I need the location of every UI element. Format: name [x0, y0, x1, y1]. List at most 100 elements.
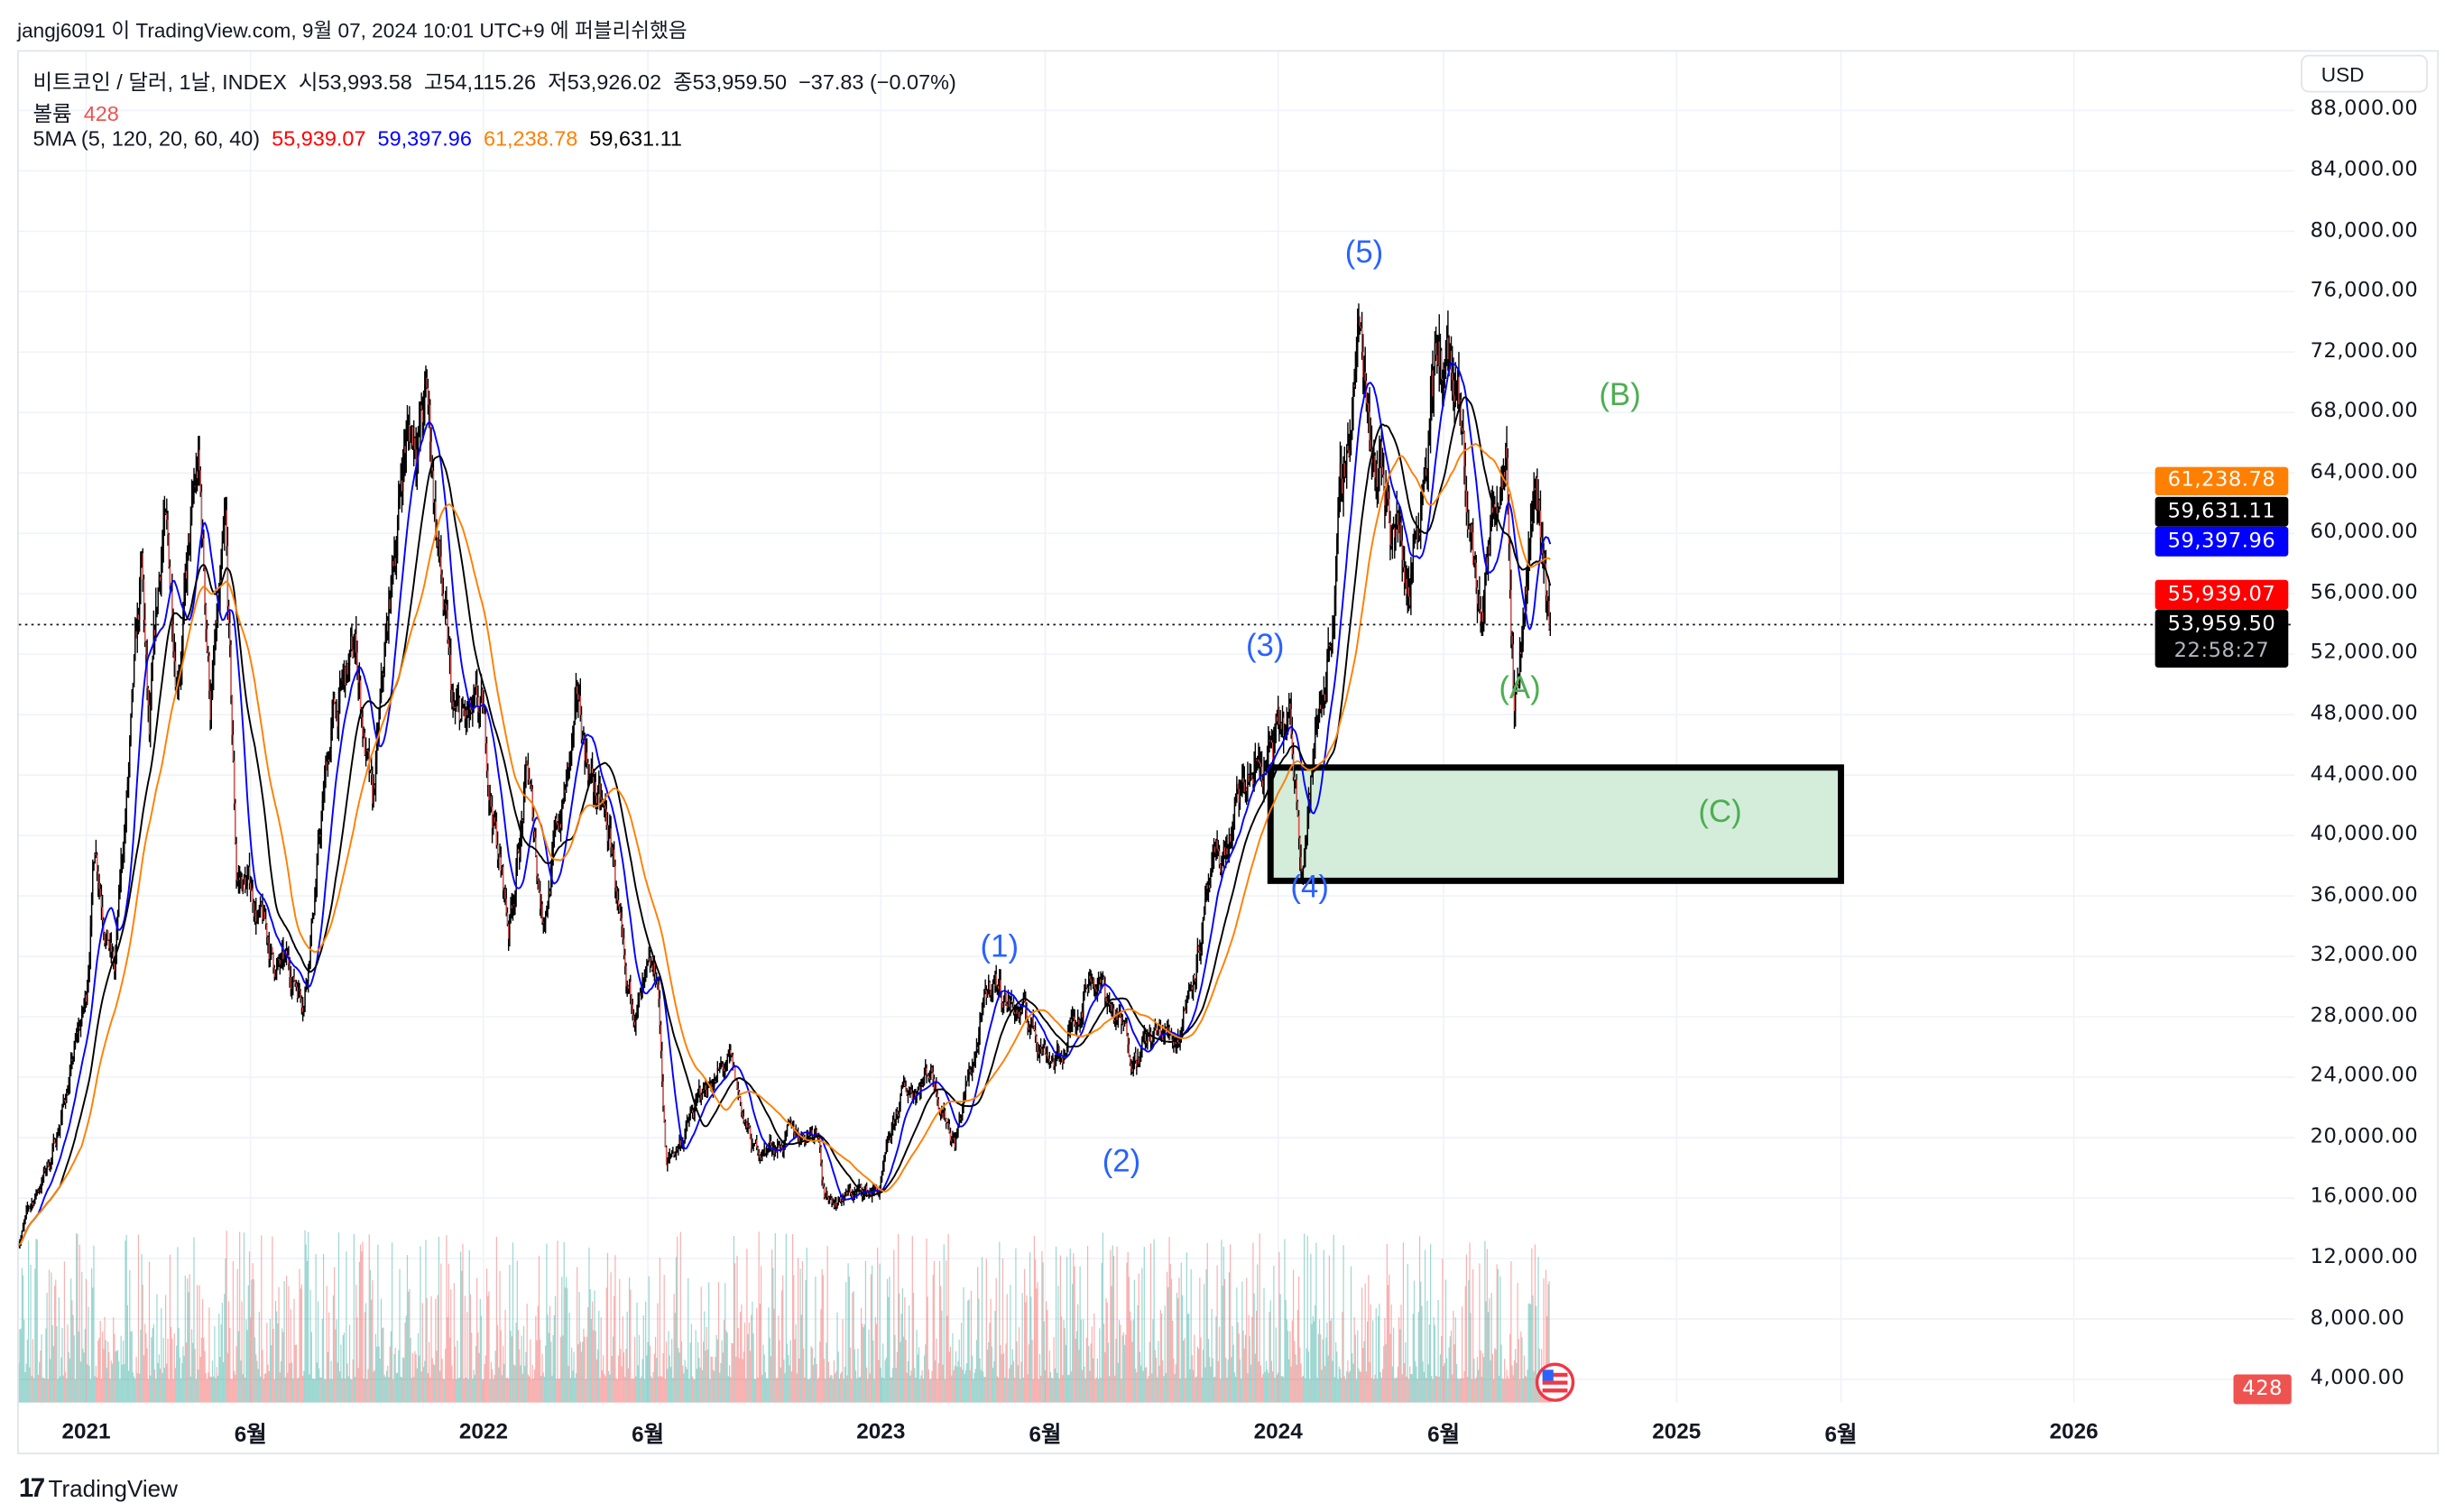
candle-body — [1545, 563, 1547, 595]
volume-bar — [1136, 1372, 1138, 1403]
volume-bar — [1014, 1378, 1016, 1403]
price-tick-label: 12,000.00 — [2310, 1246, 2419, 1270]
volume-bar — [743, 1351, 744, 1403]
volume-bar — [1276, 1374, 1278, 1403]
candle-body — [1255, 759, 1258, 761]
volume-bar — [980, 1369, 982, 1403]
candle-body — [1483, 603, 1485, 622]
tradingview-logo[interactable]: 17 TradingView — [19, 1473, 178, 1505]
candle-body — [1318, 705, 1321, 716]
volume-bar — [1216, 1265, 1218, 1403]
candle-body — [1165, 1028, 1167, 1029]
volume-bar — [964, 1373, 965, 1403]
currency-button[interactable]: USD — [2301, 54, 2428, 93]
candle-body — [1395, 525, 1397, 538]
volume-bar — [364, 1312, 366, 1403]
volume-bar — [900, 1314, 902, 1403]
candle-body — [580, 715, 583, 740]
volume-bar — [914, 1368, 916, 1403]
candle-body — [87, 988, 88, 1002]
candle-body — [857, 1188, 859, 1191]
wave-label[interactable]: (A) — [1499, 670, 1541, 705]
candle-body — [93, 863, 95, 871]
volume-bar — [621, 1366, 623, 1403]
wave-label[interactable]: (5) — [1344, 235, 1384, 271]
candle-body — [1487, 544, 1490, 569]
volume-bar — [69, 1359, 71, 1403]
volume-bar — [326, 1286, 328, 1403]
candle-body — [819, 1138, 821, 1148]
volume-bar — [484, 1355, 486, 1403]
volume-bar — [863, 1323, 865, 1403]
candle-body — [343, 667, 346, 677]
volume-bar — [546, 1243, 548, 1403]
volume-bar — [1226, 1377, 1228, 1403]
volume-bar — [779, 1340, 780, 1403]
volume-bar — [1454, 1317, 1456, 1403]
candle-body — [1375, 464, 1377, 478]
volume-bar — [56, 1325, 58, 1403]
candle-body — [955, 1137, 957, 1148]
volume-bar — [1260, 1377, 1263, 1403]
volume-bar — [399, 1268, 401, 1403]
volume-bar — [828, 1377, 831, 1403]
volume-bar — [906, 1372, 908, 1403]
volume-bar — [483, 1378, 484, 1403]
volume-bar — [671, 1339, 673, 1403]
volume-bar — [1426, 1300, 1428, 1403]
volume-bar — [1359, 1371, 1361, 1403]
volume-bar — [1480, 1350, 1481, 1403]
candle-body — [239, 877, 241, 880]
candle-body — [266, 924, 268, 937]
volume-bar — [767, 1378, 769, 1403]
wave-label[interactable]: (3) — [1245, 628, 1285, 664]
wave-label[interactable]: (4) — [1290, 870, 1329, 905]
volume-bar — [124, 1364, 125, 1403]
candle-body — [656, 981, 658, 984]
candle-body — [231, 696, 233, 735]
volume-bar — [1093, 1313, 1095, 1403]
candle-body — [992, 982, 994, 993]
candle-body — [909, 1089, 911, 1092]
candle-body — [1168, 1027, 1170, 1031]
volume-bar — [852, 1293, 853, 1403]
candle-body — [1469, 525, 1471, 533]
volume-bar — [643, 1378, 646, 1403]
candle-body — [969, 1069, 971, 1073]
volume-bar — [688, 1378, 690, 1403]
candle-body — [1316, 724, 1318, 726]
volume-bar — [440, 1263, 442, 1403]
candle-body — [503, 889, 505, 890]
candle-body — [1216, 840, 1218, 849]
volume-bar — [464, 1295, 466, 1403]
wave-label[interactable]: (B) — [1599, 377, 1641, 413]
candle-body — [1444, 346, 1447, 369]
volume-bar — [1163, 1376, 1165, 1403]
candle-body — [1026, 1010, 1028, 1022]
candle-body — [1128, 1044, 1130, 1057]
candle-body — [1127, 1035, 1129, 1045]
wave-label[interactable]: (1) — [980, 930, 1020, 965]
volume-bar — [619, 1278, 621, 1403]
candle-body — [1454, 385, 1456, 402]
volume-bar — [1546, 1315, 1548, 1403]
volume-bar — [229, 1328, 231, 1403]
volume-bar — [1085, 1337, 1087, 1403]
volume-bar — [1079, 1266, 1081, 1403]
volume-bar — [309, 1289, 311, 1403]
volume-bar — [608, 1370, 610, 1403]
ma-label[interactable]: 5MA (5, 120, 20, 60, 40) — [32, 126, 261, 151]
volume-label[interactable]: 볼륨 — [32, 101, 72, 125]
volume-bar — [163, 1367, 166, 1403]
candle-body — [1058, 1046, 1060, 1055]
volume-bar — [57, 1378, 59, 1403]
wave-label[interactable]: (2) — [1102, 1145, 1141, 1180]
candle-body — [199, 470, 201, 493]
candle-body — [1310, 776, 1312, 799]
candle-body — [840, 1196, 842, 1202]
candle-body — [805, 1140, 807, 1144]
volume-bar — [1400, 1305, 1402, 1403]
wave-label[interactable]: (C) — [1698, 795, 1742, 830]
symbol-name[interactable]: 비트코인 / 달러, 1날, INDEX — [32, 70, 287, 95]
